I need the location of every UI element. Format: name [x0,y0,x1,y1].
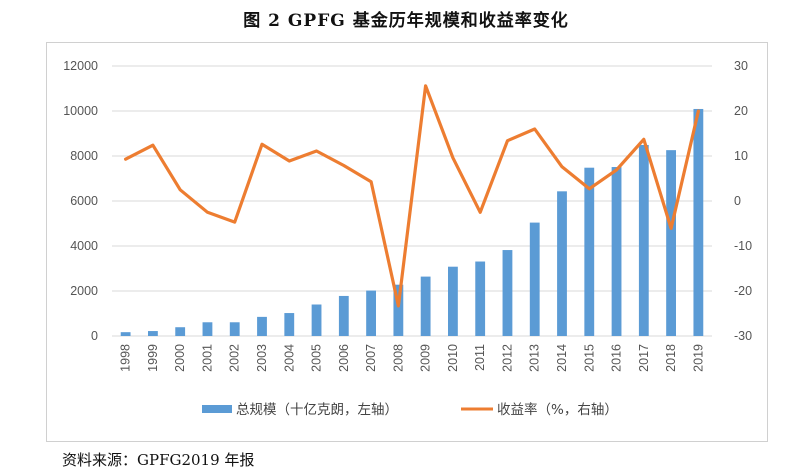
legend: 总规模（十亿克朗，左轴） 收益率（%，右轴） [202,401,618,418]
bar [557,191,567,336]
x-tick-label: 2015 [582,344,596,372]
bar [393,284,404,336]
left-tick-label: 8000 [70,149,98,163]
left-tick-label: 10000 [63,104,98,118]
bar [175,327,186,336]
left-tick-label: 12000 [63,59,98,73]
x-tick-label: 2007 [364,344,378,372]
bar [229,322,240,336]
chart: 0 2000 4000 6000 8000 10000 12000 -30 -20 -10 0 10… [63,59,752,418]
bar [502,250,513,336]
x-tick-label: 2013 [528,344,542,372]
bar [257,316,267,336]
bar [284,313,295,336]
x-tick-label: 2001 [200,344,214,372]
bar [584,167,595,336]
left-tick-label: 4000 [70,239,98,253]
x-tick-label: 2018 [664,344,678,372]
bar [120,332,131,336]
x-tick-label: 2009 [419,344,433,372]
bar [638,144,649,336]
x-tick-label: 2016 [610,344,624,372]
right-tick-label: 10 [734,149,748,163]
legend-line-label: 收益率（%，右轴） [497,401,618,418]
bar [366,290,376,336]
x-tick-label: 1999 [146,344,160,372]
x-tick-label: 2011 [473,344,487,371]
right-tick-label: 30 [734,59,748,73]
bar [611,167,622,336]
chart-frame [46,42,768,442]
bar [311,304,322,336]
x-tick-label: 2012 [500,344,514,372]
legend-bar-swatch [202,405,232,413]
x-tick-label: 2019 [691,344,705,372]
right-tick-label: -10 [734,239,752,253]
left-tick-label: 2000 [70,284,98,298]
bar [448,266,458,336]
x-tick-label: 2003 [255,344,269,372]
bar [420,276,431,336]
x-tick-label: 2010 [446,344,460,372]
bar [475,261,486,336]
x-axis-ticks: 1998 1999 2000 2001 2002 2003 2004 2005 2006 2007… [119,344,706,372]
right-axis-ticks: -30 -20 -10 0 10 20 30 [734,59,752,343]
x-tick-label: 2017 [637,344,651,372]
x-tick-label: 2004 [282,344,296,372]
x-tick-label: 2005 [310,344,324,372]
return-line [123,84,701,308]
x-tick-label: 2014 [555,344,569,372]
bar [338,295,349,336]
legend-bar-label: 总规模（十亿克朗，左轴） [236,402,398,418]
bar [202,322,213,336]
right-tick-label: 0 [734,194,741,208]
bar [529,222,540,336]
bar-series [120,108,704,336]
x-tick-label: 2008 [391,344,405,372]
source-note: 资料来源：GPFG2019 年报 [62,451,255,469]
left-axis-ticks: 0 2000 4000 6000 8000 10000 12000 [63,59,98,343]
line-series [123,84,701,308]
x-tick-label: 1998 [119,344,133,372]
left-tick-label: 0 [91,329,98,343]
x-tick-label: 2006 [337,344,351,372]
x-tick-label: 2002 [228,344,242,372]
figure-title: 图 2 GPFG 基金历年规模和收益率变化 [243,11,569,31]
left-tick-label: 6000 [70,194,98,208]
x-tick-label: 2000 [173,344,187,372]
bar [666,150,676,336]
right-tick-label: 20 [734,104,748,118]
bar [693,108,704,336]
right-tick-label: -20 [734,284,752,298]
bar [148,331,158,336]
right-tick-label: -30 [734,329,752,343]
